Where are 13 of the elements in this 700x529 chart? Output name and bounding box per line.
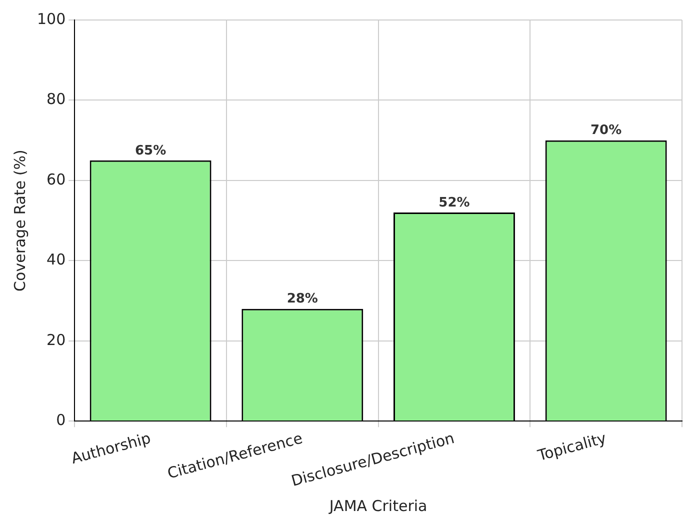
x-axis-title: JAMA Criteria	[328, 496, 428, 515]
y-tick-label: 80	[46, 90, 66, 108]
y-tick-label: 60	[46, 170, 66, 188]
x-tick-label: Topicality	[534, 429, 608, 465]
data-label: 52%	[438, 195, 470, 210]
data-label: 70%	[590, 123, 622, 138]
data-label: 28%	[286, 292, 318, 307]
y-tick-label: 20	[46, 330, 66, 349]
y-tick-label: 100	[36, 10, 66, 28]
y-tick-label: 40	[46, 250, 66, 269]
data-label: 65%	[134, 143, 166, 158]
y-axis-title: Coverage Rate (%)	[10, 150, 29, 292]
y-tick-label: 0	[56, 411, 66, 430]
